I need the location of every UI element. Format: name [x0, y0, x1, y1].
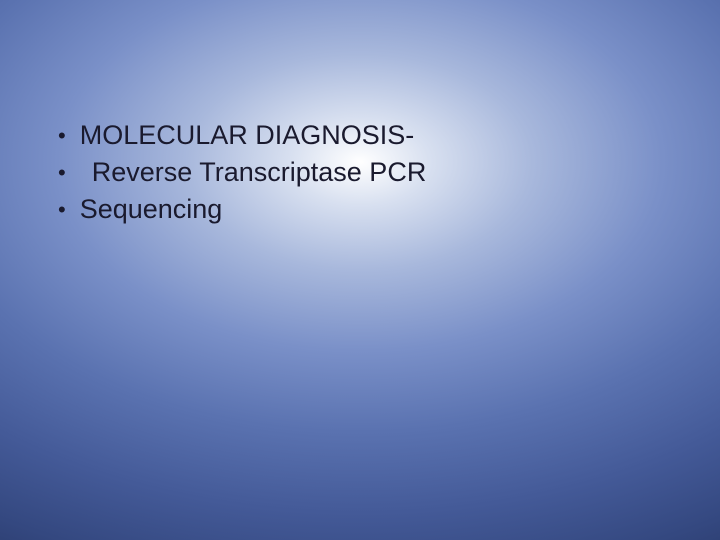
bullet-icon: •: [58, 122, 66, 151]
bullet-text: MOLECULAR DIAGNOSIS-: [80, 118, 415, 153]
list-item: • Reverse Transcriptase PCR: [58, 155, 680, 190]
bullet-icon: •: [58, 159, 66, 188]
bullet-list: • MOLECULAR DIAGNOSIS- • Reverse Transcr…: [58, 118, 680, 229]
bullet-text: Reverse Transcriptase PCR: [92, 155, 427, 190]
list-item: • Sequencing: [58, 192, 680, 227]
bullet-icon: •: [58, 196, 66, 225]
list-item: • MOLECULAR DIAGNOSIS-: [58, 118, 680, 153]
slide-background: • MOLECULAR DIAGNOSIS- • Reverse Transcr…: [0, 0, 720, 540]
bullet-text: Sequencing: [80, 192, 223, 227]
